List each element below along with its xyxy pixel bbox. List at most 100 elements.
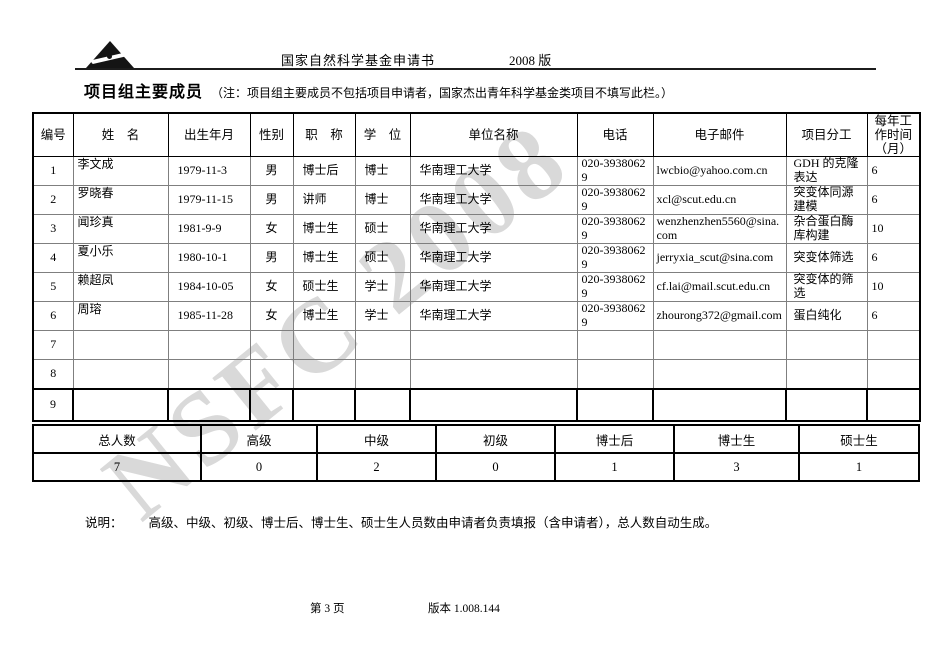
cell-degree: 学士 xyxy=(354,301,411,331)
members-table: 编号 姓 名 出生年月 性别 职 称 学 位 单位名称 电话 电子邮件 项目分工… xyxy=(32,112,921,422)
member-row-4: 4 夏小乐 1980-10-1 男 博士生 硕士 华南理工大学 020-3938… xyxy=(32,243,921,273)
cell-phone xyxy=(576,359,654,389)
cell-gender xyxy=(249,387,294,422)
summary-value-senior: 0 xyxy=(200,452,318,482)
cell-phone: 020-39380629 xyxy=(576,301,654,331)
member-row-5: 5 赖超凤 1984-10-05 女 硕士生 学士 华南理工大学 020-393… xyxy=(32,272,921,302)
col-header-gender: 性别 xyxy=(249,112,294,157)
members-header-row: 编号 姓 名 出生年月 性别 职 称 学 位 单位名称 电话 电子邮件 项目分工… xyxy=(32,112,921,157)
cell-no: 7 xyxy=(32,330,74,360)
cell-degree xyxy=(354,387,411,422)
cell-unit: 华南理工大学 xyxy=(409,272,578,302)
cell-title: 博士生 xyxy=(292,243,356,273)
cell-gender: 女 xyxy=(249,214,294,244)
cell-months: 10 xyxy=(866,214,921,244)
cell-no: 3 xyxy=(32,214,74,244)
cell-gender: 女 xyxy=(249,272,294,302)
cell-unit: 华南理工大学 xyxy=(409,185,578,215)
col-header-degree: 学 位 xyxy=(354,112,411,157)
cell-no: 4 xyxy=(32,243,74,273)
cell-title: 博士后 xyxy=(292,156,356,186)
cell-division: 突变体的筛选 xyxy=(785,272,868,302)
cell-phone xyxy=(576,330,654,360)
cell-degree: 博士 xyxy=(354,156,411,186)
summary-header-total: 总人数 xyxy=(32,424,202,454)
cell-unit xyxy=(409,359,578,389)
cell-birth xyxy=(167,359,251,389)
cell-division xyxy=(785,359,868,389)
cell-degree: 硕士 xyxy=(354,243,411,273)
cell-no: 9 xyxy=(32,387,74,422)
cell-division: 杂合蛋白酶库构建 xyxy=(785,214,868,244)
summary-value-phd: 3 xyxy=(673,452,800,482)
cell-birth: 1979-11-15 xyxy=(167,185,251,215)
member-row-6: 6 周瑢 1985-11-28 女 博士生 学士 华南理工大学 020-3938… xyxy=(32,301,921,331)
cell-no: 1 xyxy=(32,156,74,186)
summary-table: 总人数 高级 中级 初级 博士后 博士生 硕士生 7 0 2 0 1 3 1 xyxy=(32,424,920,482)
col-header-title: 职 称 xyxy=(292,112,356,157)
cell-months xyxy=(866,330,921,360)
cell-no: 2 xyxy=(32,185,74,215)
cell-months: 6 xyxy=(866,243,921,273)
cell-title xyxy=(292,387,356,422)
cell-degree: 学士 xyxy=(354,272,411,302)
cell-degree xyxy=(354,359,411,389)
cell-email: cf.lai@mail.scut.edu.cn xyxy=(652,272,787,302)
col-header-phone: 电话 xyxy=(576,112,654,157)
summary-header-postdoc: 博士后 xyxy=(554,424,675,454)
cell-name: 闻珍真 xyxy=(72,214,169,244)
logo-dot-shape xyxy=(107,54,112,59)
cell-months: 10 xyxy=(866,272,921,302)
cell-no: 5 xyxy=(32,272,74,302)
cell-email: xcl@scut.edu.cn xyxy=(652,185,787,215)
cell-name: 李文成 xyxy=(72,156,169,186)
section-title: 项目组主要成员 xyxy=(84,84,204,101)
cell-email xyxy=(652,330,787,360)
summary-value-postdoc: 1 xyxy=(554,452,675,482)
cell-months: 6 xyxy=(866,301,921,331)
cell-name xyxy=(72,387,169,422)
member-row-2: 2 罗晓春 1979-11-15 男 讲师 博士 华南理工大学 020-3938… xyxy=(32,185,921,215)
document-title: 国家自然科学基金申请书 xyxy=(281,53,436,68)
cell-title: 博士生 xyxy=(292,301,356,331)
cell-birth: 1981-9-9 xyxy=(167,214,251,244)
cell-birth xyxy=(167,387,251,422)
member-row-1: 1 李文成 1979-11-3 男 博士后 博士 华南理工大学 020-3938… xyxy=(32,156,921,186)
cell-unit: 华南理工大学 xyxy=(409,156,578,186)
member-row-3: 3 闻珍真 1981-9-9 女 博士生 硕士 华南理工大学 020-39380… xyxy=(32,214,921,244)
col-header-months: 每年工作时间（月） xyxy=(866,112,921,157)
cell-division xyxy=(785,387,868,422)
cell-phone: 020-39380629 xyxy=(576,214,654,244)
summary-header-senior: 高级 xyxy=(200,424,318,454)
cell-months: 6 xyxy=(866,185,921,215)
cell-division: 蛋白纯化 xyxy=(785,301,868,331)
cell-unit: 华南理工大学 xyxy=(409,301,578,331)
member-row-7: 7 xyxy=(32,330,921,360)
summary-value-master: 1 xyxy=(798,452,920,482)
cell-email xyxy=(652,387,787,422)
section-title-block: 项目组主要成员 （注：项目组主要成员不包括项目申请者，国家杰出青年科学基金类项目… xyxy=(84,78,673,102)
cell-no: 6 xyxy=(32,301,74,331)
cell-email: zhourong372@gmail.com xyxy=(652,301,787,331)
col-header-birth: 出生年月 xyxy=(167,112,251,157)
cell-unit xyxy=(409,387,578,422)
cell-name xyxy=(72,359,169,389)
cell-gender: 女 xyxy=(249,301,294,331)
cell-unit xyxy=(409,330,578,360)
cell-gender xyxy=(249,359,294,389)
summary-header-row: 总人数 高级 中级 初级 博士后 博士生 硕士生 xyxy=(32,424,920,454)
explanation-text: 高级、中级、初级、博士后、博士生、硕士生人员数由申请者负责填报（含申请者），总人… xyxy=(148,516,718,530)
cell-months xyxy=(866,387,921,422)
cell-phone: 020-39380629 xyxy=(576,185,654,215)
cell-gender: 男 xyxy=(249,243,294,273)
cell-title xyxy=(292,359,356,389)
cell-title xyxy=(292,330,356,360)
section-note: （注：项目组主要成员不包括项目申请者，国家杰出青年科学基金类项目不填写此栏。） xyxy=(211,86,674,100)
cell-birth: 1980-10-1 xyxy=(167,243,251,273)
cell-title: 博士生 xyxy=(292,214,356,244)
cell-months: 6 xyxy=(866,156,921,186)
col-header-no: 编号 xyxy=(32,112,74,157)
cell-gender: 男 xyxy=(249,156,294,186)
summary-header-intermediate: 中级 xyxy=(316,424,437,454)
